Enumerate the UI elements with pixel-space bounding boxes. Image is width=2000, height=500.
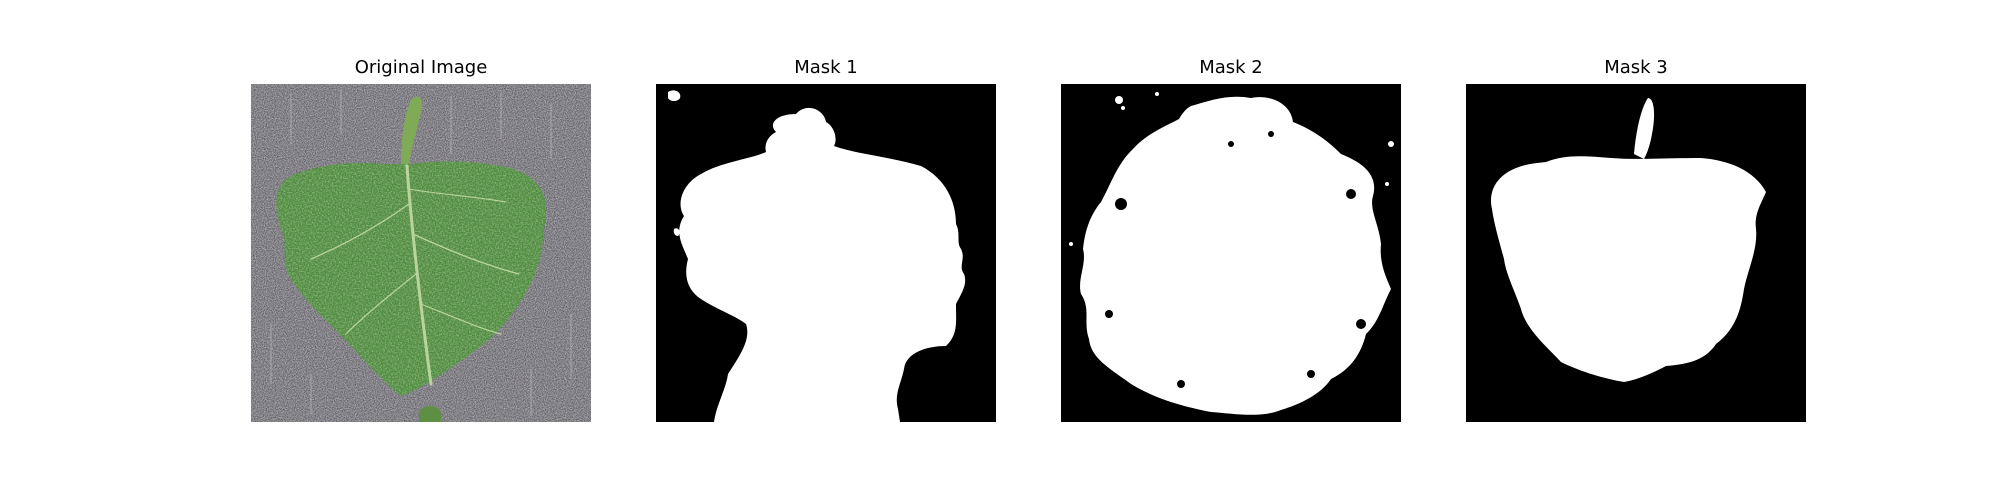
panel-mask-1: Mask 1 <box>656 0 996 430</box>
panel-title: Original Image <box>354 57 488 78</box>
panel-title: Mask 3 <box>1604 57 1668 78</box>
panel-title: Mask 1 <box>794 57 858 78</box>
panel-original-image: Original Image <box>251 0 591 430</box>
panel-mask-2: Mask 2 <box>1061 0 1401 430</box>
original-leaf-image <box>251 84 591 422</box>
panel-title: Mask 2 <box>1199 57 1263 78</box>
mask-3-image <box>1466 84 1806 422</box>
panel-mask-3: Mask 3 <box>1466 0 1806 430</box>
mask-2-image <box>1061 84 1401 422</box>
mask-1-image <box>656 84 996 422</box>
